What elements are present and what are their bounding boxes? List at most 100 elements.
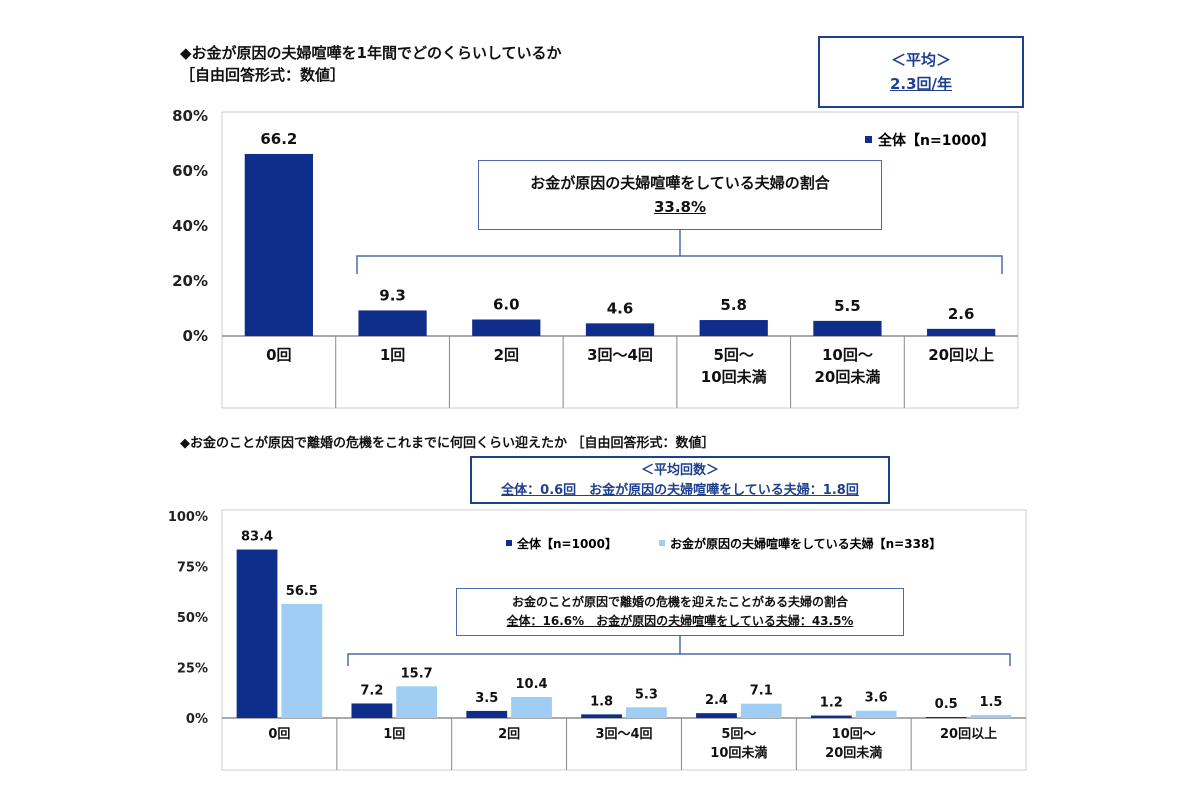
data-label: 2.4 — [705, 693, 728, 708]
chart1-legend-label: 全体【n=1000】 — [877, 132, 995, 149]
chart2-legend-swatch-2 — [659, 540, 665, 546]
bar — [581, 714, 622, 718]
category-label: 3回～4回 — [595, 727, 652, 742]
y-tick-label: 0% — [186, 712, 208, 727]
chart2-legend-swatch-1 — [506, 540, 512, 546]
bar — [472, 319, 541, 336]
data-label: 3.6 — [865, 691, 888, 706]
category-label: 10回未満 — [701, 368, 767, 386]
chart1-title: ◆お金が原因の夫婦喧嘩を1年間でどのくらいしているか — [180, 44, 562, 62]
y-tick-label: 40% — [172, 217, 208, 235]
chart1-note-title: お金が原因の夫婦喧嘩をしている夫婦の割合 — [530, 174, 830, 192]
category-label: 10回未満 — [710, 745, 767, 761]
chart1-bars: 66.2 9.3 6.0 4.6 5.8 5.5 2.6 — [244, 130, 996, 336]
chart1-subtitle: ［自由回答形式：数値］ — [180, 66, 346, 84]
data-label: 83.4 — [241, 530, 273, 545]
category-label: 10回～ — [832, 727, 876, 742]
bar — [396, 686, 438, 718]
chart2-average-box: ＜平均回数＞ 全体：0.6回 お金が原因の夫婦喧嘩をしている夫婦：1.8回 — [470, 456, 890, 504]
data-label: 5.5 — [834, 297, 861, 315]
chart1-average-box: ＜平均＞ 2.3回/年 — [818, 36, 1024, 108]
category-label: 20回以上 — [940, 727, 997, 742]
chart2-legend-label-2: お金が原因の夫婦喧嘩をしている夫婦【n=338】 — [670, 536, 941, 551]
category-label: 0回 — [266, 346, 291, 364]
bar — [585, 323, 655, 336]
bar — [810, 715, 852, 718]
bar — [699, 320, 768, 336]
data-label: 1.8 — [590, 694, 613, 709]
data-label: 9.3 — [379, 286, 406, 304]
bar — [855, 710, 897, 718]
bar — [970, 714, 1012, 718]
chart1-legend-swatch — [865, 136, 872, 143]
category-label: 20回未満 — [814, 368, 880, 386]
data-label: 2.6 — [948, 305, 975, 323]
category-label: 20回未満 — [825, 745, 882, 761]
data-label: 3.5 — [475, 691, 498, 706]
bar — [740, 703, 782, 718]
data-label: 7.1 — [750, 684, 773, 699]
chart2-bars: 83.4 7.2 3.5 1.8 2.4 1.2 0.5 56.5 15.7 10.4 5.3 7.1… — [236, 530, 1012, 718]
bar — [927, 328, 996, 336]
chart1-average-value: 2.3回/年 — [889, 75, 953, 93]
data-label: 4.6 — [607, 299, 634, 317]
chart1-legend: 全体【n=1000】 — [865, 132, 995, 149]
y-tick-label: 50% — [177, 611, 208, 626]
bar — [244, 153, 313, 336]
category-label: 10回～ — [822, 346, 873, 364]
category-label: 1回 — [380, 346, 405, 364]
category-label: 20回以上 — [928, 346, 994, 364]
y-tick-label: 80% — [172, 107, 208, 125]
chart1-plot-frame — [221, 111, 1019, 409]
data-label: 7.2 — [360, 683, 383, 698]
bar — [466, 710, 508, 718]
bar — [351, 703, 393, 718]
chart2-note-value: 全体：16.6% お金が原因の夫婦喧嘩をしている夫婦：43.5% — [506, 614, 854, 628]
bar — [696, 713, 737, 718]
category-label: 2回 — [498, 727, 520, 742]
bar — [281, 603, 323, 718]
chart2-note-box: お金のことが原因で離婚の危機を迎えたことがある夫婦の割合 全体：16.6% お金… — [456, 588, 904, 636]
y-tick-label: 100% — [168, 510, 208, 525]
y-tick-label: 0% — [183, 327, 208, 345]
bar — [358, 310, 427, 336]
data-label: 1.2 — [820, 696, 843, 711]
chart2-bracket — [347, 653, 1011, 666]
y-tick-label: 75% — [177, 561, 208, 576]
chart2-average-value: 全体：0.6回 お金が原因の夫婦喧嘩をしている夫婦：1.8回 — [501, 483, 859, 498]
y-tick-label: 60% — [172, 162, 208, 180]
category-label: 1回 — [383, 727, 405, 742]
chart1-average-title: ＜平均＞ — [890, 51, 951, 69]
bar — [511, 696, 552, 718]
bar — [626, 707, 667, 718]
category-label: 5回～ — [713, 346, 753, 364]
data-label: 10.4 — [516, 677, 548, 692]
data-label: 1.5 — [979, 695, 1002, 710]
chart1-note-value: 33.8% — [653, 198, 707, 216]
category-label: 0回 — [268, 727, 290, 742]
data-label: 15.7 — [401, 666, 433, 681]
category-label: 5回～ — [721, 727, 756, 742]
chart1-categories: 0回 1回 2回 3回～4回 5回～ 10回未満 10回～ 20回未満 20回以上 — [266, 336, 994, 408]
chart2-legend: 全体【n=1000】 お金が原因の夫婦喧嘩をしている夫婦【n=338】 — [506, 536, 941, 551]
bar — [236, 549, 278, 718]
data-label: 5.3 — [635, 687, 658, 702]
bar — [925, 716, 967, 718]
data-label: 56.5 — [286, 584, 318, 599]
data-label: 6.0 — [493, 296, 520, 314]
chart2-note-title: お金のことが原因で離婚の危機を迎えたことがある夫婦の割合 — [511, 595, 848, 609]
chart2-legend-label-1: 全体【n=1000】 — [516, 536, 617, 551]
chart2-plot-frame — [221, 509, 1027, 771]
data-label: 0.5 — [935, 697, 958, 712]
y-tick-label: 25% — [177, 662, 208, 677]
category-label: 3回～4回 — [587, 346, 653, 364]
chart2-average-title: ＜平均回数＞ — [640, 463, 719, 478]
chart2-categories: 0回 1回 2回 3回～4回 5回～ 10回未満 10回～ 20回未満 20回以上 — [268, 718, 997, 770]
chart1-note-box: お金が原因の夫婦喧嘩をしている夫婦の割合 33.8% — [478, 160, 882, 230]
y-tick-label: 20% — [172, 272, 208, 290]
data-label: 5.8 — [720, 296, 747, 314]
chart2-title: ◆お金のことが原因で離婚の危機をこれまでに何回くらい迎えたか ［自由回答形式：数… — [180, 436, 715, 451]
data-label: 66.2 — [260, 130, 297, 148]
